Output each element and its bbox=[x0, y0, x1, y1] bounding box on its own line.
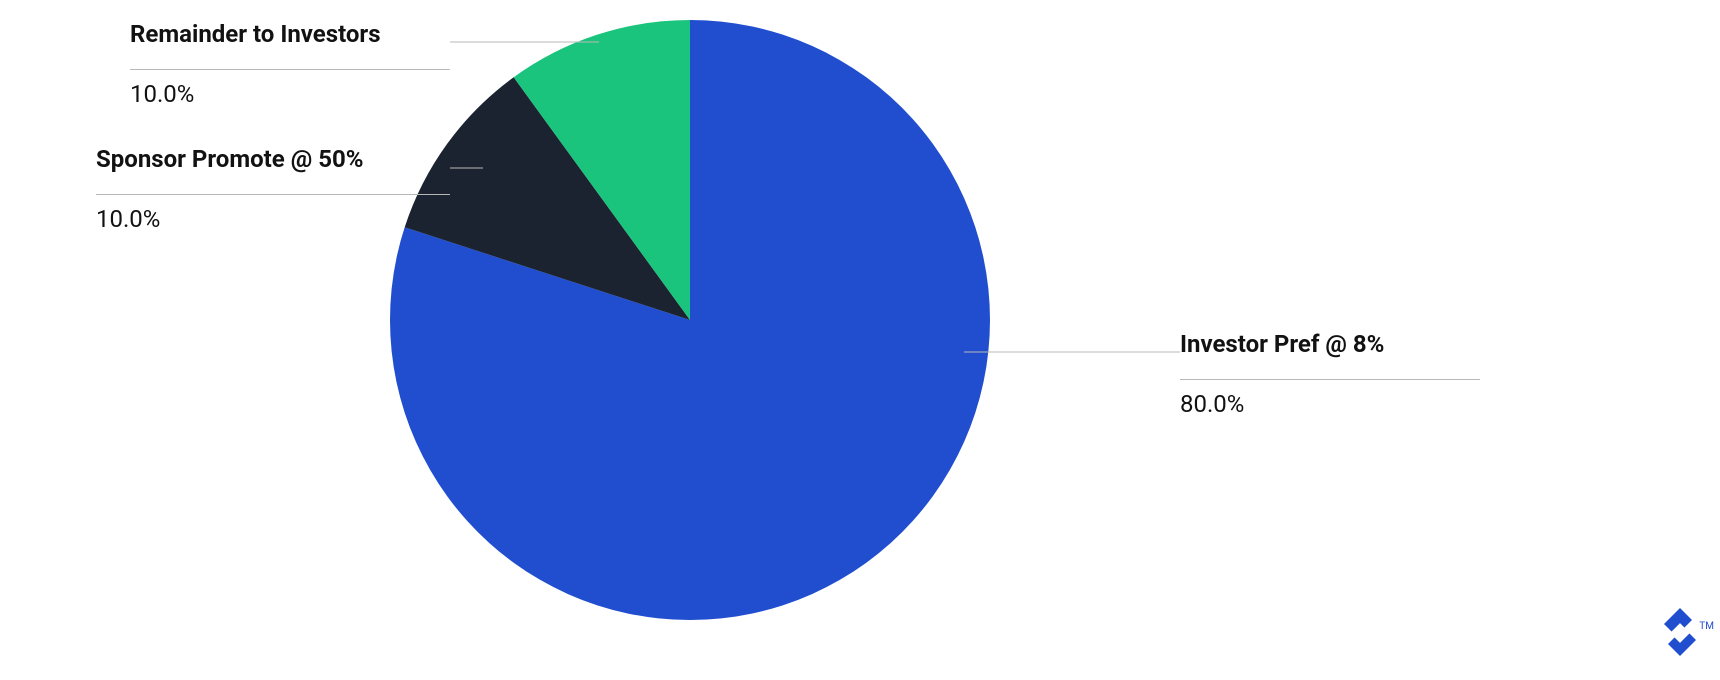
callout-rule bbox=[96, 194, 450, 195]
callout-label: Remainder to Investors bbox=[130, 20, 450, 55]
callout-sponsor-promote: Sponsor Promote @ 50% 10.0% bbox=[96, 145, 450, 234]
callout-investor-pref: Investor Pref @ 8% 80.0% bbox=[1180, 330, 1480, 419]
callout-rule bbox=[130, 69, 450, 70]
callout-label: Investor Pref @ 8% bbox=[1180, 330, 1480, 365]
callout-value: 10.0% bbox=[96, 199, 450, 234]
callout-label: Sponsor Promote @ 50% bbox=[96, 145, 450, 180]
callout-remainder-investors: Remainder to Investors 10.0% bbox=[130, 20, 450, 109]
brand-logo-icon bbox=[1660, 606, 1700, 666]
trademark-text: TM bbox=[1699, 621, 1714, 632]
pie-chart-container: Investor Pref @ 8% 80.0% Sponsor Promote… bbox=[0, 0, 1720, 680]
callout-rule bbox=[1180, 379, 1480, 380]
callout-value: 80.0% bbox=[1180, 384, 1480, 419]
callout-value: 10.0% bbox=[130, 74, 450, 109]
